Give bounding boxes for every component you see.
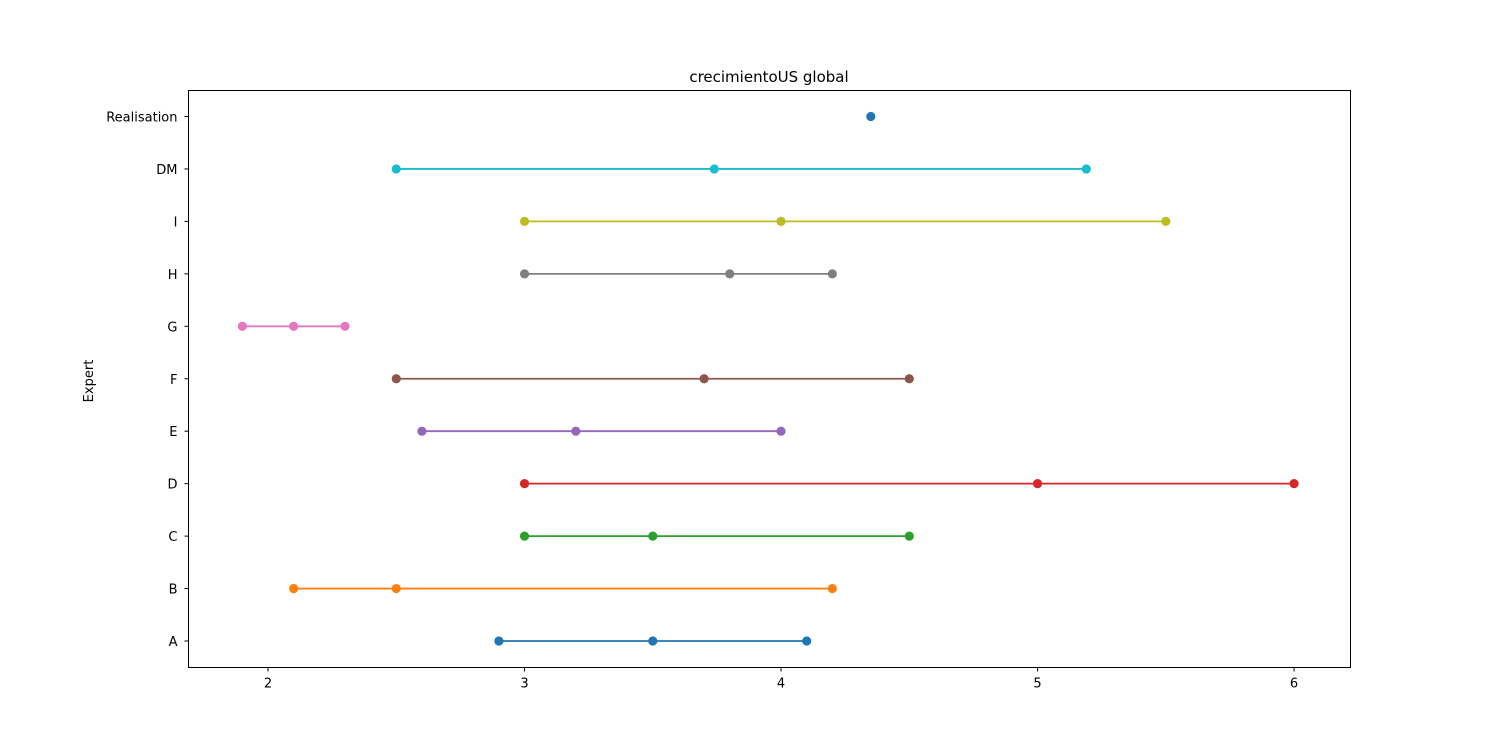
x-tick-label: 2 [264, 677, 272, 692]
y-tick-label: H [168, 268, 178, 283]
data-point-a-1 [648, 636, 658, 646]
y-tick-label: D [167, 478, 177, 493]
y-axis-title: Expert [82, 360, 97, 403]
series-f [391, 374, 914, 384]
data-point-a-2 [802, 636, 812, 646]
data-point-g-0 [237, 321, 247, 331]
data-point-e-1 [571, 426, 581, 436]
series-c [519, 531, 914, 541]
data-point-d-1 [1032, 479, 1043, 489]
x-tick-label: 5 [1033, 677, 1041, 692]
chart-title: crecimientoUS global [689, 68, 848, 86]
data-point-g-1 [289, 321, 299, 331]
x-tick-label: 4 [777, 677, 785, 692]
data-point-e-2 [776, 426, 786, 436]
data-point-c-0 [519, 531, 530, 541]
series-h [519, 269, 837, 279]
x-tick-label: 3 [520, 677, 528, 692]
data-point-h-2 [827, 269, 837, 279]
data-point-d-0 [519, 479, 530, 489]
y-tick-label: A [169, 635, 178, 650]
data-point-g-2 [340, 321, 350, 331]
y-tick-label: C [168, 530, 177, 545]
plot-marks [237, 111, 1299, 646]
y-tick-label: I [174, 215, 178, 230]
series-g [237, 321, 350, 331]
data-point-f-2 [904, 374, 914, 384]
y-tick-label: Realisation [106, 111, 177, 126]
data-point-b-2 [827, 583, 837, 594]
y-tick-label: E [169, 425, 177, 440]
data-point-dm-0 [391, 164, 401, 174]
data-point-d-2 [1289, 479, 1299, 489]
y-tick-label: DM [156, 163, 177, 178]
data-point-i-0 [519, 216, 530, 226]
series-e [417, 426, 786, 436]
x-axis: 2 3 4 5 6 [264, 667, 1298, 692]
data-point-f-1 [699, 374, 709, 384]
data-point-b-1 [391, 583, 401, 594]
data-point-dm-1 [709, 164, 719, 174]
data-point-e-0 [417, 426, 427, 436]
data-point-realisation-0 [866, 111, 876, 122]
series-realisation [866, 111, 876, 122]
data-point-dm-2 [1081, 164, 1091, 174]
data-point-c-1 [648, 531, 658, 541]
y-axis: A B C D E F G H I DM Realisation [106, 111, 189, 650]
data-point-h-1 [725, 269, 735, 279]
data-point-a-0 [494, 636, 504, 646]
data-point-i-2 [1161, 216, 1171, 226]
x-tick-label: 6 [1290, 677, 1298, 692]
y-tick-label: F [170, 373, 177, 388]
series-d [519, 479, 1299, 489]
data-point-f-0 [391, 374, 401, 384]
series-b [289, 583, 837, 594]
series-dm [391, 164, 1091, 174]
data-point-c-2 [904, 531, 914, 541]
data-point-b-0 [289, 583, 299, 594]
y-tick-label: B [169, 583, 178, 598]
data-point-h-0 [519, 269, 530, 279]
series-i [519, 216, 1171, 226]
y-tick-label: G [167, 320, 177, 335]
series-a [494, 636, 812, 646]
data-point-i-1 [776, 216, 786, 226]
